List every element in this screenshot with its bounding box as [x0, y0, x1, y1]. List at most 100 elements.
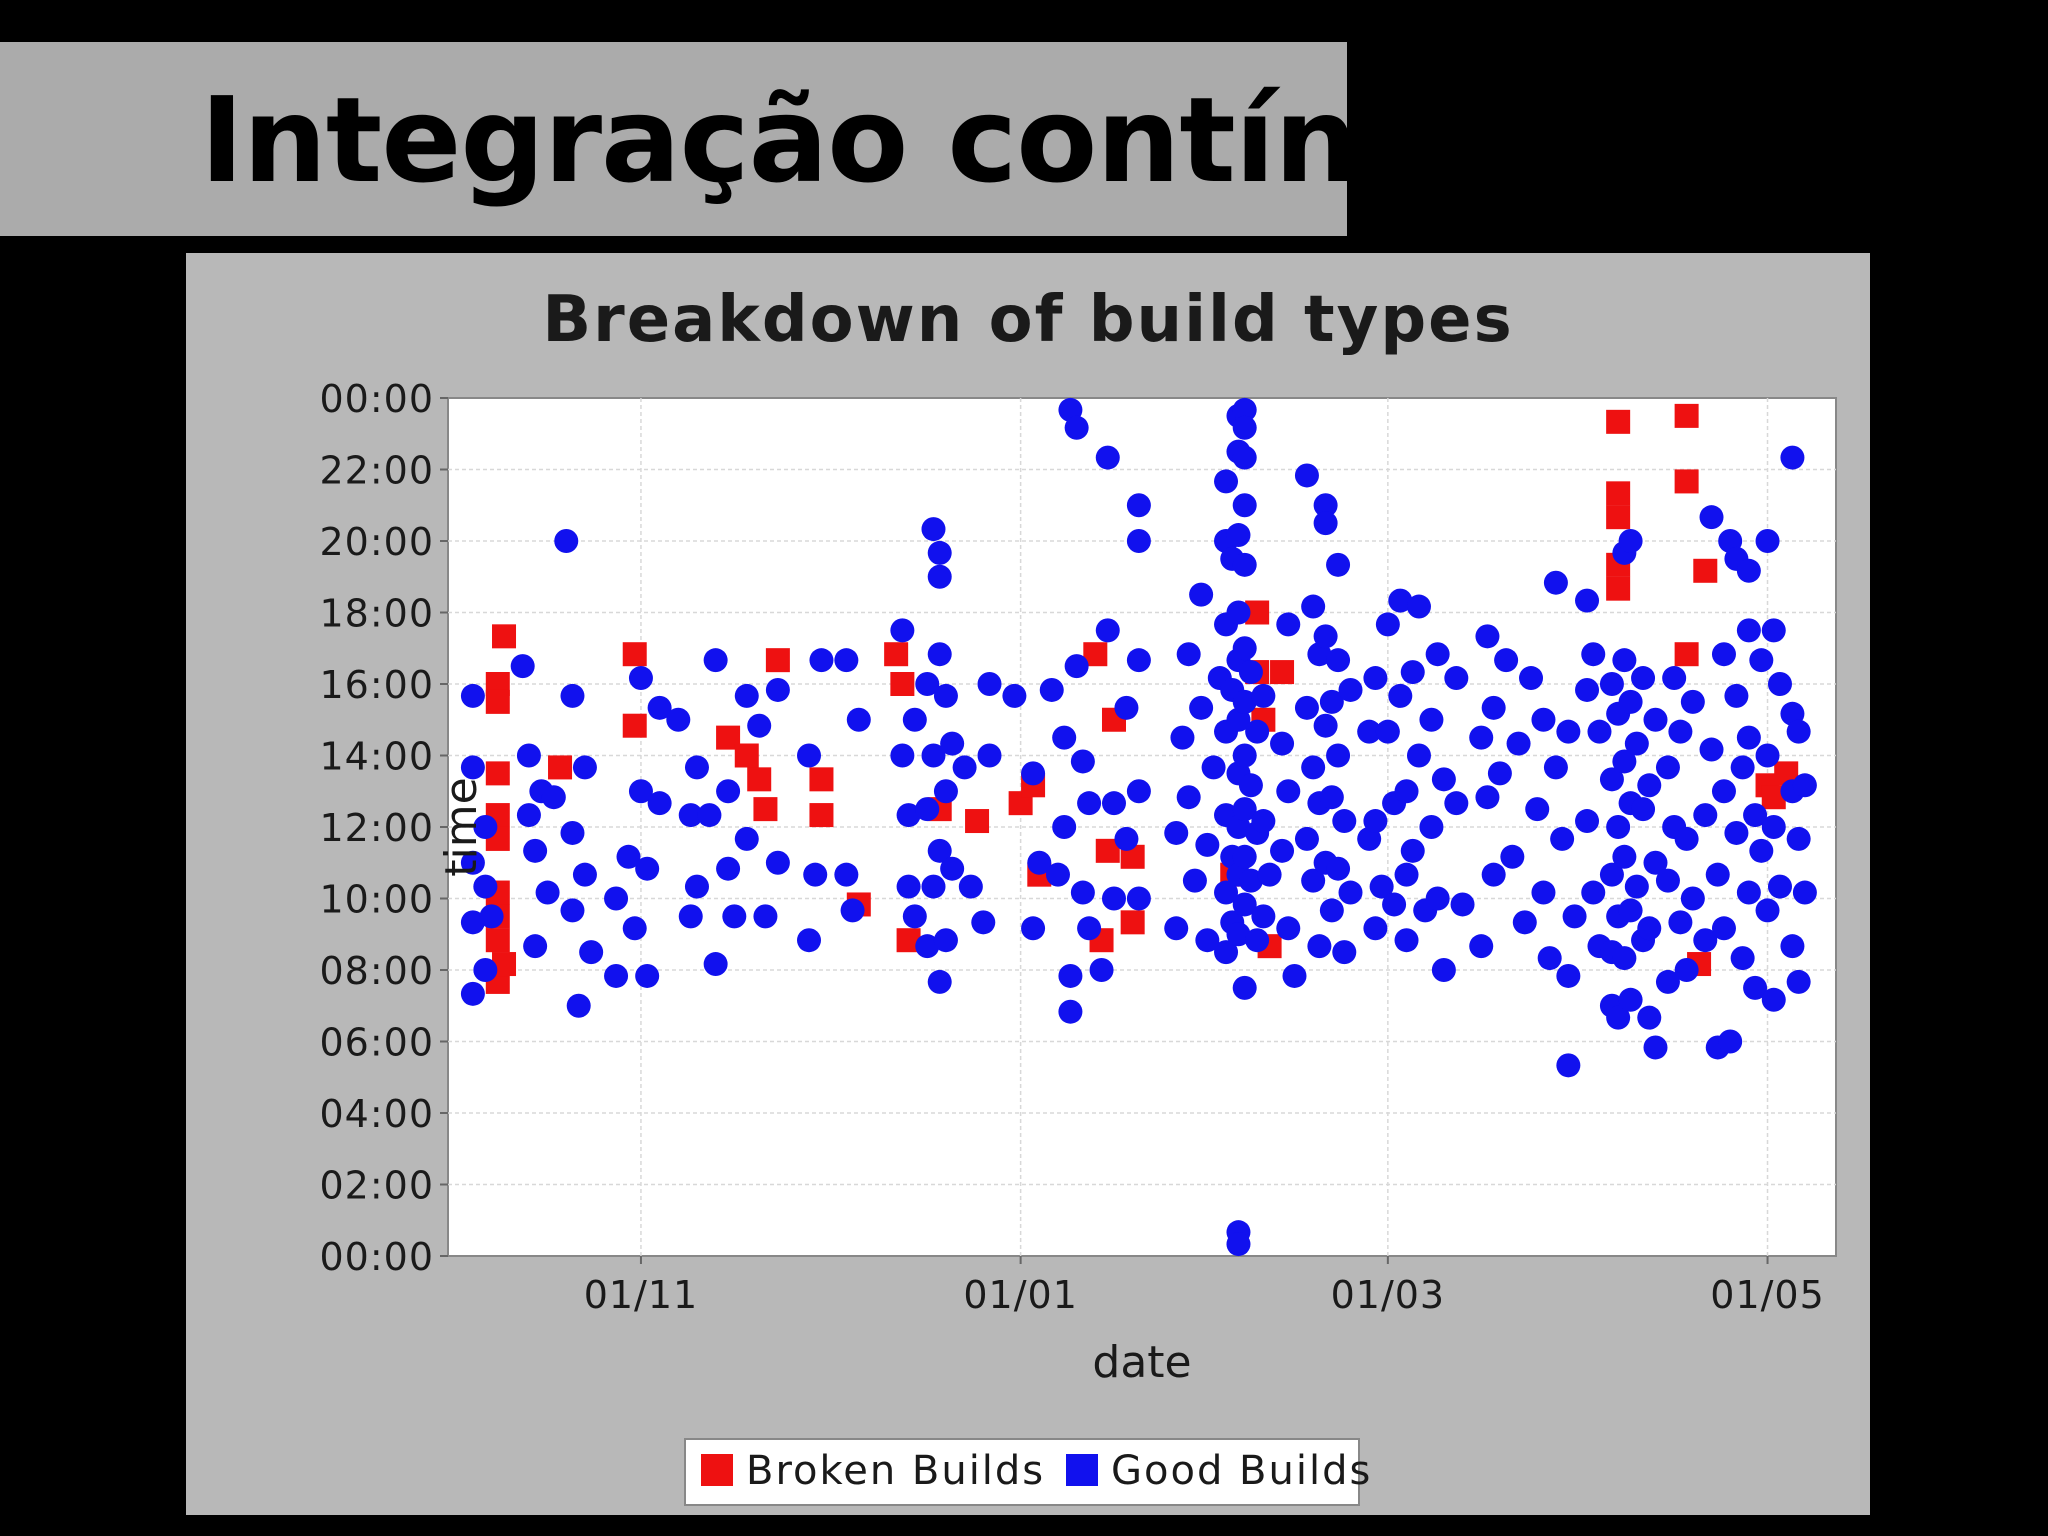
- good-build-point: [1276, 612, 1301, 637]
- good-build-point: [1431, 958, 1456, 982]
- good-build-point: [1543, 570, 1568, 595]
- good-build-point: [1631, 797, 1656, 822]
- good-build-point: [1767, 874, 1792, 899]
- good-build-point: [1095, 618, 1120, 643]
- good-build-point: [1077, 791, 1102, 816]
- good-build-point: [1232, 689, 1257, 714]
- good-build-point: [560, 683, 585, 708]
- good-build-point: [1736, 880, 1761, 905]
- good-build-point: [1749, 838, 1774, 863]
- title-band: [0, 42, 1347, 236]
- good-build-point: [1637, 916, 1662, 941]
- good-build-point: [1052, 725, 1077, 750]
- good-build-point: [516, 803, 541, 828]
- good-build-point: [1226, 1232, 1251, 1257]
- good-build-point: [1674, 958, 1699, 982]
- good-build-point: [647, 695, 672, 720]
- good-build-point: [1045, 862, 1070, 887]
- legend: Broken Builds Good Builds: [684, 1438, 1370, 1506]
- good-build-point: [678, 904, 703, 929]
- good-build-point: [1232, 493, 1257, 518]
- good-build-point: [622, 916, 647, 941]
- broken-build-point: [1606, 576, 1631, 601]
- good-build-point: [753, 904, 778, 929]
- good-build-point: [1792, 773, 1817, 798]
- good-build-point: [927, 540, 952, 565]
- y-tick-label: 04:00: [319, 1092, 434, 1136]
- good-build-point: [1792, 880, 1817, 905]
- good-build-point: [1294, 695, 1319, 720]
- chart-panel: Breakdown of build types 00:00 02:00 04:00…: [186, 253, 1870, 1515]
- good-build-point: [921, 743, 946, 768]
- good-build-point: [1655, 755, 1680, 780]
- good-build-point: [915, 672, 940, 696]
- broken-build-point: [809, 803, 834, 828]
- good-build-point: [1786, 969, 1811, 994]
- good-build-point: [1126, 886, 1151, 911]
- good-build-point: [473, 815, 498, 839]
- y-axis-ticks: 00:00 02:00 04:00 06:00 08:00 10:00 12:00 14:00…: [319, 377, 448, 1279]
- good-build-point: [846, 707, 871, 732]
- good-build-point: [523, 934, 548, 959]
- good-build-point: [479, 904, 504, 929]
- good-build-point: [678, 803, 703, 828]
- good-build-point: [473, 874, 498, 899]
- good-build-point: [896, 874, 921, 899]
- good-build-point: [890, 743, 915, 768]
- broken-build-point: [622, 713, 647, 738]
- good-build-point: [1693, 803, 1718, 828]
- good-build-point: [1313, 624, 1338, 649]
- good-build-point: [1612, 749, 1637, 774]
- y-tick-label: 06:00: [319, 1021, 434, 1065]
- good-build-point: [1027, 850, 1052, 875]
- legend-swatch-broken: [701, 1454, 733, 1486]
- good-build-point: [1736, 558, 1761, 583]
- good-build-point: [952, 755, 977, 780]
- good-build-point: [1618, 689, 1643, 714]
- good-build-point: [1643, 1035, 1668, 1060]
- good-build-point: [1575, 677, 1600, 702]
- good-build-point: [1176, 785, 1201, 810]
- good-build-point: [510, 654, 535, 679]
- good-build-point: [535, 880, 560, 905]
- legend-box: [684, 1438, 1360, 1506]
- good-build-point: [579, 940, 604, 965]
- good-build-point: [1481, 862, 1506, 887]
- good-build-point: [1363, 916, 1388, 941]
- broken-build-point: [890, 672, 915, 696]
- good-build-point: [1388, 683, 1413, 708]
- good-build-point: [1251, 904, 1276, 929]
- good-build-point: [604, 886, 629, 911]
- y-tick-label: 08:00: [319, 949, 434, 993]
- good-build-point: [1618, 898, 1643, 923]
- good-build-point: [666, 707, 691, 732]
- good-build-point: [1606, 1005, 1631, 1030]
- good-build-point: [716, 779, 741, 804]
- good-build-point: [1232, 445, 1257, 470]
- good-build-point: [1444, 666, 1469, 691]
- good-build-point: [1276, 916, 1301, 941]
- good-build-point: [1662, 666, 1687, 691]
- good-build-point: [1755, 743, 1780, 768]
- good-build-point: [1232, 415, 1257, 440]
- good-build-point: [1531, 707, 1556, 732]
- good-build-point: [1406, 594, 1431, 619]
- good-build-point: [1718, 1029, 1743, 1054]
- good-build-point: [921, 517, 946, 542]
- good-build-point: [460, 850, 485, 875]
- good-build-point: [1631, 666, 1656, 691]
- broken-build-point: [884, 642, 909, 667]
- good-build-point: [1562, 904, 1587, 929]
- good-build-point: [1674, 826, 1699, 851]
- good-build-point: [1575, 588, 1600, 613]
- good-build-point: [460, 755, 485, 780]
- good-build-point: [1126, 648, 1151, 673]
- good-build-point: [1786, 826, 1811, 851]
- good-build-point: [927, 642, 952, 667]
- good-build-point: [1419, 815, 1444, 839]
- good-build-point: [1338, 677, 1363, 702]
- good-build-point: [1780, 934, 1805, 959]
- good-build-point: [628, 666, 653, 691]
- good-build-point: [1058, 999, 1083, 1024]
- good-build-point: [915, 934, 940, 959]
